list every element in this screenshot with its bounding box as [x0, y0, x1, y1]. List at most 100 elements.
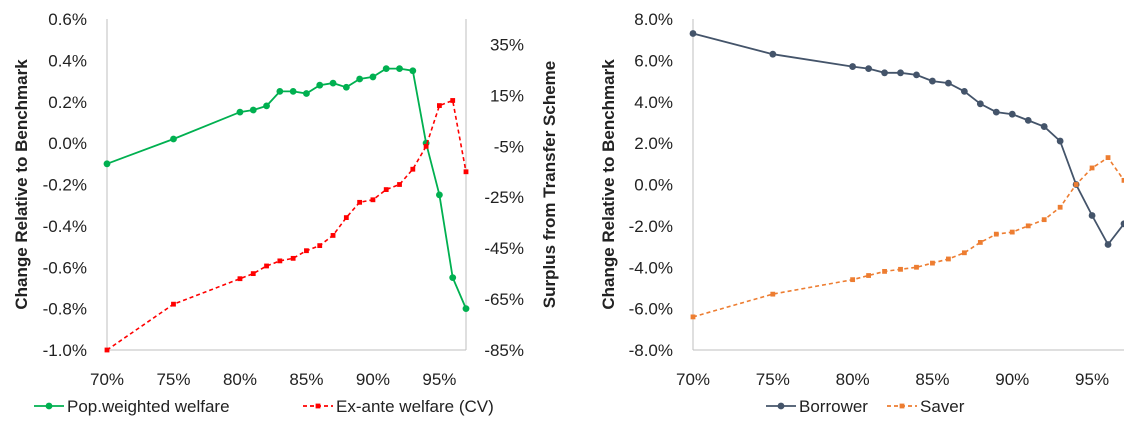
legend-swatch-marker: [315, 403, 321, 409]
left-chart-legend: Pop.weighted welfare Ex-ante welfare (CV…: [34, 397, 494, 416]
data-point: [436, 191, 443, 199]
y-tick-label: -0.2%: [43, 176, 87, 195]
legend-item-saver: Saver: [887, 397, 965, 416]
x-tick-label: 90%: [995, 370, 1029, 389]
x-tick-label: 90%: [356, 370, 390, 389]
data-point: [357, 199, 363, 205]
data-point: [945, 79, 952, 87]
x-tick-label: 85%: [915, 370, 949, 389]
data-point: [277, 258, 283, 264]
y2-tick-label: -25%: [484, 188, 524, 207]
y2-tick-label: 15%: [490, 86, 524, 105]
data-point: [1120, 220, 1124, 228]
y-tick-label: -8.0%: [629, 341, 673, 360]
data-point: [397, 182, 402, 187]
right-chart-y-tick-labels: 8.0% 6.0% 4.0% 2.0% 0.0% -2.0% -4.0% -6.0% -8.0%: [629, 10, 673, 360]
data-point: [396, 65, 403, 73]
series-ex-ante-welfare-cv: [104, 98, 469, 353]
y2-tick-label: -65%: [484, 290, 524, 309]
data-point: [850, 277, 856, 283]
x-tick-label: 85%: [289, 370, 323, 389]
legend-item-ex-ante-welfare: Ex-ante welfare (CV): [303, 397, 494, 416]
data-point: [316, 81, 324, 89]
data-point: [317, 243, 323, 249]
data-point: [1088, 212, 1096, 219]
data-point: [1024, 116, 1032, 124]
legend-swatch-marker: [899, 403, 905, 409]
y-tick-label: 0.4%: [48, 51, 87, 70]
left-chart-y2-tick-labels: 35% 15% -5% -25% -45% -65% -85%: [484, 35, 524, 360]
y2-tick-label: -5%: [494, 137, 524, 156]
legend-label: Ex-ante welfare (CV): [336, 397, 494, 416]
series-line-pop-weighted-welfare: [106, 67, 467, 309]
data-point: [342, 83, 350, 91]
y-tick-label: 0.0%: [634, 176, 673, 195]
data-point: [356, 75, 364, 83]
legend-swatch-marker: [45, 402, 53, 410]
data-point: [993, 231, 999, 237]
data-point: [1041, 217, 1047, 223]
data-point: [276, 88, 284, 95]
data-point: [1040, 123, 1048, 130]
left-chart-series: [103, 65, 470, 353]
data-point: [866, 273, 871, 278]
data-point: [898, 266, 903, 272]
data-point: [913, 71, 920, 79]
data-point: [914, 264, 919, 270]
data-point: [930, 260, 935, 266]
data-point: [437, 103, 442, 108]
right-chart: 8.0% 6.0% 4.0% 2.0% 0.0% -2.0% -4.0% -6.0% -8.0%…: [599, 10, 1124, 416]
data-point: [1104, 241, 1112, 248]
right-chart-series: [689, 30, 1124, 320]
data-point: [382, 65, 390, 73]
data-point: [103, 160, 111, 168]
data-point: [1121, 177, 1124, 183]
y-tick-label: 0.0%: [48, 134, 87, 153]
data-point: [450, 98, 456, 103]
legend-label: Saver: [920, 397, 965, 416]
x-tick-label: 80%: [223, 370, 257, 389]
right-chart-y-axis-title: Change Relative to Benchmark: [599, 59, 618, 310]
data-point: [264, 263, 269, 269]
legend-label: Borrower: [799, 397, 868, 416]
data-point: [992, 108, 1000, 116]
data-point: [303, 90, 310, 97]
y-tick-label: -4.0%: [629, 258, 673, 277]
legend-item-borrower: Borrower: [766, 397, 868, 416]
data-point: [946, 256, 951, 262]
series-line-ex-ante-welfare-cv: [106, 99, 467, 351]
data-point: [462, 305, 470, 313]
series-saver: [690, 155, 1124, 320]
legend-label: Pop.weighted welfare: [67, 397, 230, 416]
left-chart-y2-axis-title: Surplus from Transfer Scheme: [540, 61, 559, 309]
x-tick-label: 95%: [422, 370, 456, 389]
data-point: [770, 291, 776, 297]
data-point: [1009, 229, 1015, 235]
data-point: [290, 255, 296, 261]
data-point: [1105, 155, 1111, 161]
data-point: [961, 250, 967, 256]
y-tick-label: 8.0%: [634, 10, 673, 29]
y-tick-label: 2.0%: [634, 134, 673, 153]
data-point: [343, 215, 349, 220]
y2-tick-label: -45%: [484, 239, 524, 258]
y-tick-label: 0.6%: [48, 10, 87, 29]
left-chart: 0.6% 0.4% 0.2% 0.0% -0.2% -0.4% -0.6% -0.8% -1.0…: [12, 10, 559, 416]
data-point: [449, 274, 457, 281]
series-line-saver: [692, 156, 1124, 318]
data-point: [236, 108, 244, 116]
y-tick-label: -0.4%: [43, 217, 87, 236]
data-point: [1008, 110, 1016, 118]
data-point: [329, 79, 337, 87]
data-point: [423, 143, 429, 149]
right-chart-x-tick-labels: 70% 75% 80% 85% 90% 95%: [676, 370, 1109, 389]
data-point: [369, 73, 377, 81]
data-point: [881, 69, 888, 77]
data-point: [1025, 223, 1031, 229]
data-point: [250, 271, 256, 277]
y2-tick-label: 35%: [490, 35, 524, 54]
data-point: [370, 197, 376, 203]
data-point: [865, 65, 872, 73]
data-point: [263, 102, 270, 110]
